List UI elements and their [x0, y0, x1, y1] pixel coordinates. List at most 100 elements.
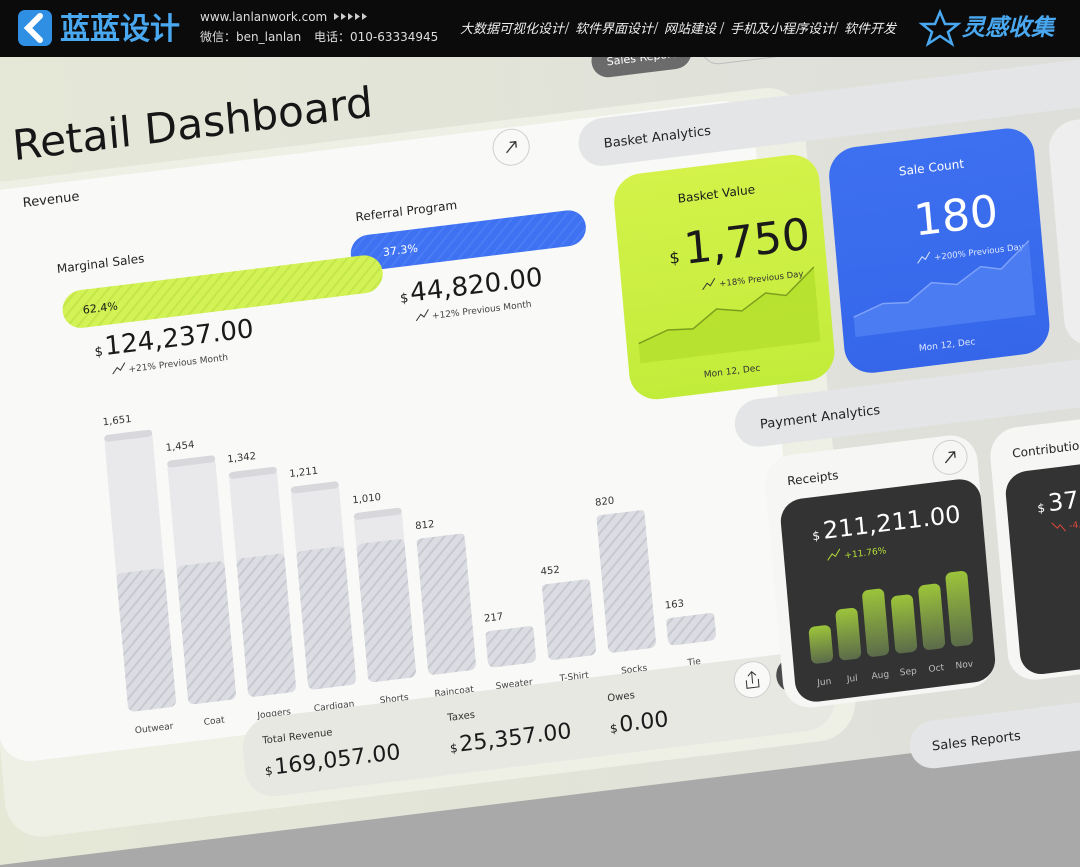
currency: $ — [669, 248, 681, 268]
bar-hatch — [596, 510, 656, 653]
bar-hatch — [176, 561, 236, 705]
bar-cap — [290, 481, 339, 494]
x-tick-label: Tie — [686, 657, 702, 669]
bar — [945, 570, 974, 647]
bar — [835, 607, 862, 661]
banner: 蓝蓝设计 www.lanlanwork.com 微信：ben_lanlan 电话：01… — [0, 0, 1080, 57]
referral-pill — [350, 210, 586, 271]
collection-icon — [918, 8, 962, 48]
bar-cap — [167, 455, 216, 468]
card-value: 180 — [912, 186, 1000, 247]
contributions-inner — [1005, 448, 1080, 674]
arrow-icon — [362, 13, 367, 20]
x-tick-label: Oct — [928, 663, 945, 675]
separator — [564, 21, 570, 35]
banner-bg — [0, 0, 1080, 57]
bar-value-label: 1,010 — [352, 492, 382, 506]
website-url: www.lanlanwork.com — [200, 10, 327, 24]
marginal-pill — [62, 255, 383, 328]
currency: $ — [609, 721, 618, 736]
sparkline-area — [853, 240, 1036, 337]
share-icon — [745, 671, 760, 689]
x-tick-label: Outwear — [135, 722, 175, 737]
sparkline — [853, 240, 1030, 318]
trend-icon — [702, 277, 716, 290]
phone: 电话：010-63334945 — [314, 30, 438, 44]
x-tick-label: Jun — [816, 677, 832, 689]
wechat: 微信：ben_lanlan — [200, 30, 301, 44]
sparkline-area — [638, 267, 821, 364]
service-item: 网站建设 — [664, 22, 718, 37]
x-tick-label: Jul — [845, 674, 858, 685]
total-label: Owes — [607, 690, 635, 704]
arrow-icon — [506, 140, 517, 154]
trend-icon — [917, 251, 931, 264]
x-tick-label: Nov — [955, 659, 974, 671]
separator — [719, 21, 725, 35]
trend-icon — [827, 548, 841, 561]
service-item: 软件开发 — [844, 22, 898, 37]
bar-hatch — [416, 533, 476, 675]
bar-hatch — [666, 613, 716, 646]
bar-hatch — [116, 568, 176, 712]
arrow-icon — [355, 13, 360, 20]
service-item: 软件界面设计 — [575, 22, 655, 37]
change-text: -4.76% — [1069, 518, 1080, 532]
amount: 0.00 — [618, 707, 669, 738]
bar-value-label: 1,651 — [102, 414, 132, 428]
bar-value-label: 820 — [595, 496, 615, 509]
bar-value-label: 1,342 — [227, 451, 257, 465]
collection-label: 灵感收集 — [962, 15, 1057, 41]
currency: $ — [400, 291, 410, 307]
bar-cap — [353, 507, 402, 520]
sparkline — [638, 266, 815, 345]
currency: $ — [812, 528, 821, 543]
bar-hatch — [485, 626, 536, 668]
logo-icon — [18, 10, 52, 46]
x-tick-label: Coat — [203, 715, 225, 728]
bar — [862, 588, 890, 657]
trend-icon — [1051, 522, 1067, 532]
bar-cap — [228, 466, 277, 479]
currency: $ — [1037, 501, 1046, 516]
logo-mark — [23, 13, 43, 43]
x-tick-label: Aug — [871, 670, 889, 682]
bar — [808, 625, 834, 664]
currency: $ — [94, 344, 104, 360]
bar — [891, 594, 918, 654]
section-pill — [734, 347, 1080, 447]
totals-strip — [242, 651, 835, 797]
arrow-icon — [944, 451, 956, 464]
x-tick-label: Sep — [899, 666, 917, 678]
card-title: Receipts — [787, 468, 839, 488]
trend-icon — [415, 309, 429, 322]
bar-hatch — [296, 546, 356, 690]
bar-value-label: 1,454 — [165, 440, 195, 454]
bar-hatch — [542, 579, 596, 660]
arrow-icon — [341, 13, 346, 20]
bar-cap — [104, 429, 153, 442]
currency: $ — [264, 764, 273, 779]
separator — [653, 21, 659, 35]
bar-value-label: 1,211 — [289, 466, 319, 480]
bar-hatch — [236, 553, 296, 697]
arrow-icon — [348, 13, 353, 20]
arrow-icon — [334, 13, 339, 20]
bar — [918, 583, 946, 650]
bar-value-label: 452 — [540, 565, 560, 578]
revenue-title: Revenue — [22, 189, 80, 211]
service-item: 大数据可视化设计 — [460, 22, 566, 37]
section-pill — [909, 687, 1080, 769]
share-label: 37.3% — [382, 242, 418, 259]
currency: $ — [449, 741, 458, 756]
brand-name: 蓝蓝设计 — [60, 12, 180, 47]
bar-value-label: 163 — [664, 598, 684, 611]
trend-icon — [112, 362, 126, 375]
bar-value-label: 812 — [415, 519, 435, 532]
separator — [833, 21, 839, 35]
share-label: 62.4% — [82, 300, 118, 317]
bar-hatch — [356, 539, 416, 683]
